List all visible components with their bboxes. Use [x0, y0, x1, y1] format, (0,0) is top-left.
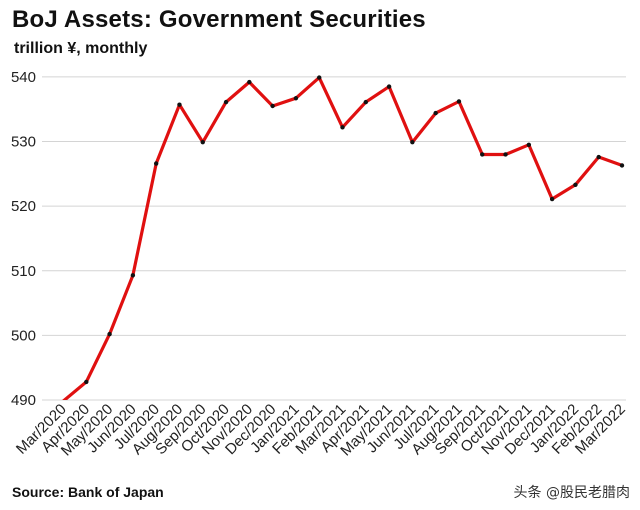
x-axis: Mar/2020Apr/2020May/2020Jun/2020Jul/2020… — [13, 401, 629, 460]
line-chart: 490 500 510 520 530 540 Mar/2020Apr/2020May/2… — [11, 69, 629, 460]
data-point — [480, 152, 485, 157]
y-axis: 490 500 510 520 530 540 — [11, 69, 36, 409]
data-point — [270, 103, 275, 109]
data-point — [573, 182, 578, 188]
data-point — [549, 196, 555, 202]
data-point — [596, 154, 601, 160]
series-area — [62, 75, 625, 400]
data-point — [247, 79, 252, 85]
gridlines — [42, 76, 626, 401]
data-point — [177, 102, 182, 107]
data-point — [293, 96, 299, 101]
y-tick-label: 530 — [11, 134, 36, 151]
y-tick-label: 490 — [11, 392, 36, 409]
data-point — [223, 99, 229, 105]
data-point — [386, 84, 392, 89]
data-point — [84, 379, 89, 385]
data-point — [410, 139, 415, 145]
data-point — [619, 163, 625, 168]
data-point — [153, 161, 159, 166]
data-point — [130, 273, 136, 278]
data-point — [200, 139, 205, 145]
data-point — [340, 125, 345, 130]
chart-subtitle: trillion ¥, monthly — [14, 40, 148, 57]
data-point — [107, 331, 112, 337]
data-point — [317, 75, 322, 80]
y-tick-label: 540 — [11, 69, 36, 86]
chart-title: BoJ Assets: Government Securities — [12, 6, 426, 33]
data-point — [363, 99, 368, 105]
data-point — [456, 99, 462, 104]
data-point — [433, 110, 438, 116]
data-point — [503, 152, 508, 157]
watermark: 头条 @股民老腊肉 — [513, 485, 630, 501]
source-note: Source: Bank of Japan — [12, 484, 164, 500]
y-tick-label: 500 — [11, 327, 36, 344]
data-point — [526, 142, 532, 147]
y-tick-label: 510 — [11, 263, 36, 280]
y-tick-label: 520 — [11, 198, 36, 215]
